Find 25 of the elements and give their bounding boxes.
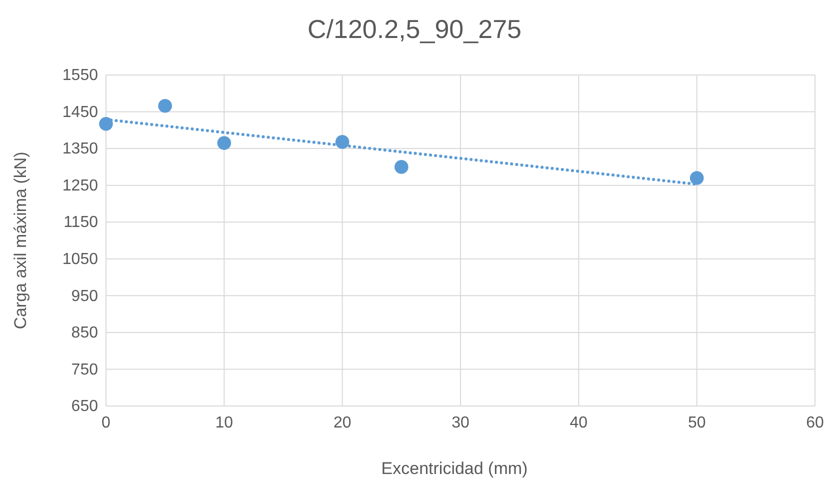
y-tick-label: 850 (71, 324, 98, 342)
y-tick-label: 1250 (62, 177, 98, 194)
x-tick-label: 30 (452, 414, 470, 432)
x-tick-label: 10 (215, 414, 234, 432)
x-tick-label: 50 (688, 414, 706, 432)
point (690, 171, 704, 185)
y-tick-label: 1550 (62, 67, 98, 84)
point (99, 117, 113, 131)
x-tick-label: 20 (333, 414, 352, 432)
x-axis-title: Excentricidad (mm) (381, 459, 528, 478)
chart-title: C/120.2,5_90_275 (308, 14, 522, 44)
y-tick-label: 1150 (64, 214, 98, 232)
point (217, 136, 232, 150)
point (394, 160, 408, 174)
y-tick-label: 1350 (62, 140, 98, 158)
point (158, 98, 172, 113)
y-tick-label: 750 (71, 361, 98, 378)
y-tick-label: 1050 (62, 251, 98, 268)
y-tick-label: 950 (71, 288, 98, 305)
y-tick-label: 650 (71, 398, 98, 416)
x-tick-label: 40 (570, 414, 588, 432)
y-tick-label: 1450 (62, 104, 98, 121)
x-tick-label: 0 (102, 414, 111, 432)
y-axis-title: Carga axil máxima (kN) (11, 152, 30, 330)
x-tick-label: 60 (806, 414, 824, 432)
